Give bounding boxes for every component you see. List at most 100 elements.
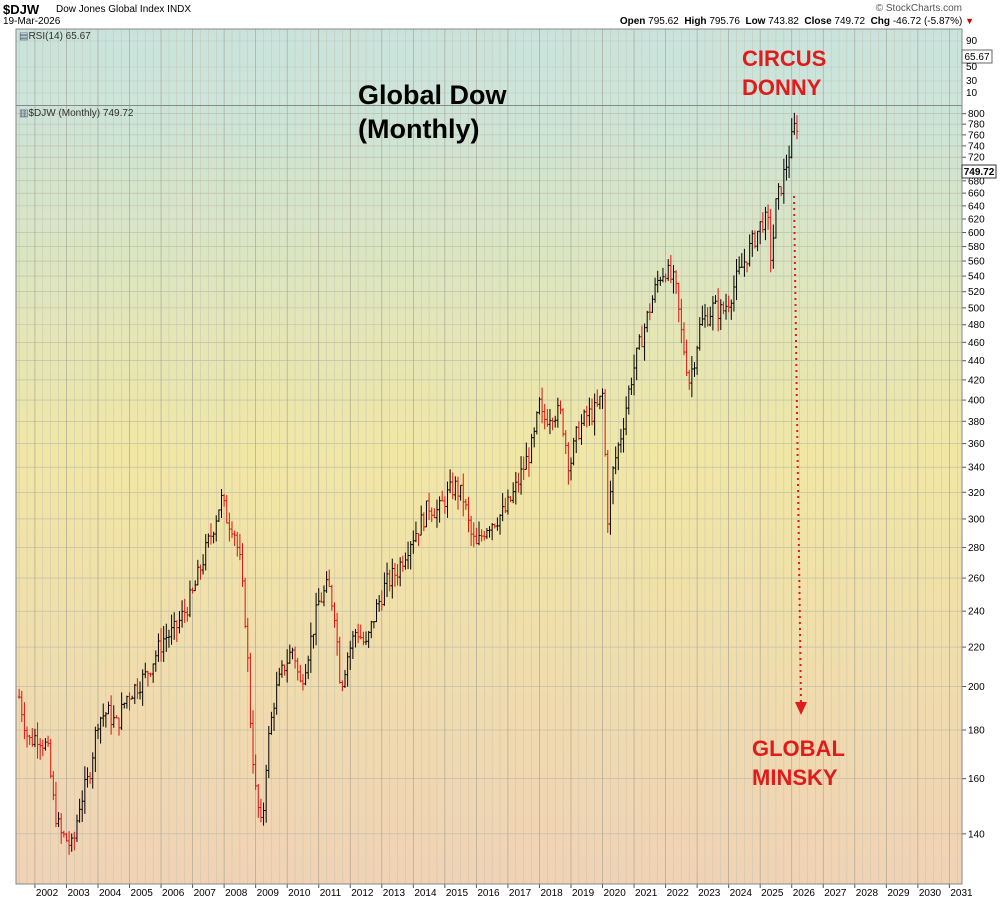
dotted-arrow	[793, 195, 807, 715]
y-tick-label: 300	[968, 514, 985, 525]
y-tick-label: 160	[968, 774, 985, 785]
y-tick-label: 340	[968, 463, 985, 474]
y-tick-label: 480	[968, 320, 985, 331]
title-line-1: Global Dow	[358, 80, 507, 110]
rsi-label-text: RSI(14) 65.67	[28, 31, 91, 42]
y-tick-label: 460	[968, 338, 985, 349]
rsi-value-tag: 65.67	[961, 49, 993, 64]
x-tick-label: 2010	[288, 888, 311, 899]
x-tick-label: 2022	[667, 888, 690, 899]
x-tick-label: 2018	[540, 888, 563, 899]
x-tick-label: 2004	[99, 888, 122, 899]
y-tick-label: 280	[968, 543, 985, 554]
y-tick-label: 640	[968, 201, 985, 212]
chart-date: 19-Mar-2026	[3, 16, 61, 27]
x-tick-label: 2003	[67, 888, 90, 899]
y-tick-label: 800	[968, 109, 985, 120]
low-label: Low	[745, 16, 766, 27]
arrow-shaft	[793, 195, 802, 703]
x-tick-label: 2005	[131, 888, 154, 899]
ohlc-readout: Open 795.62 High 795.76 Low 743.82 Close…	[620, 16, 974, 27]
y-tick-label: 240	[968, 607, 985, 618]
x-tick-label: 2011	[320, 888, 342, 899]
grid-lines	[16, 29, 962, 884]
annotation-top-line-2: DONNY	[742, 75, 822, 100]
x-tick-label: 2009	[257, 888, 280, 899]
open-label: Open	[619, 16, 646, 27]
rsi-tick: 10	[966, 88, 978, 99]
price-candles	[17, 112, 799, 855]
high-value: 795.76	[709, 16, 740, 27]
x-tick-label: 2023	[698, 888, 721, 899]
y-tick-label: 560	[968, 257, 985, 268]
annotation-bottom-line-2: MINSKY	[752, 765, 838, 790]
y-tick-label: 200	[968, 682, 985, 693]
rsi-tick: 90	[966, 36, 978, 47]
x-tick-label: 2013	[383, 888, 406, 899]
x-tick-label: 2015	[446, 888, 469, 899]
rsi-tick: 50	[966, 62, 978, 73]
y-tick-label: 420	[968, 375, 985, 386]
rsi-icon: ▤	[19, 31, 29, 42]
y-tick-label: 260	[968, 574, 985, 585]
chart-title: Global Dow (Monthly)	[358, 78, 507, 146]
x-tick-label: 2030	[919, 888, 942, 899]
x-tick-label: 2029	[887, 888, 910, 899]
y-tick-label: 580	[968, 242, 985, 253]
low-value: 743.82	[768, 16, 799, 27]
y-tick-label: 620	[968, 214, 985, 225]
x-tick-label: 2006	[162, 888, 185, 899]
y-tick-label: 360	[968, 439, 985, 450]
chart-header: $DJW Dow Jones Global Index INDX 19-Mar-…	[0, 0, 1000, 28]
rsi-tick: 30	[966, 76, 978, 87]
high-label: High	[684, 16, 707, 27]
index-name: Dow Jones Global Index INDX	[56, 4, 192, 15]
y-tick-label: 600	[968, 228, 985, 239]
y-tick-label: 760	[968, 130, 985, 141]
candle-icon: ▥	[19, 108, 29, 119]
chg-value: -46.72 (-5.87%)	[892, 16, 963, 27]
x-tick-label: 2031	[950, 888, 973, 899]
y-tick-label: 740	[968, 141, 985, 152]
x-axis: 2002 2003 2004 2005 2006 2007 2008 2009 2010 2011…	[34, 884, 973, 899]
x-tick-label: 2002	[36, 888, 59, 899]
annotation-top-line-1: CIRCUS	[742, 46, 827, 71]
y-tick-label: 780	[968, 120, 985, 131]
annotation-bottom-line-1: GLOBAL	[752, 736, 845, 761]
annotation-bottom: GLOBAL MINSKY	[752, 734, 845, 792]
x-tick-label: 2028	[856, 888, 879, 899]
price-panel-label: ▥$DJW (Monthly) 749.72	[19, 108, 134, 119]
plot-frame	[15, 28, 963, 885]
y-tick-label: 400	[968, 396, 985, 407]
y-tick-label: 520	[968, 287, 985, 298]
close-value: 749.72	[834, 16, 866, 27]
y-tick-label: 180	[968, 726, 985, 737]
y-tick-label: 440	[968, 356, 985, 367]
x-tick-label: 2007	[194, 888, 217, 899]
y-tick-label: 220	[968, 643, 985, 654]
x-tick-label: 2014	[414, 888, 437, 899]
y-axis: 140 160 180 200 220 240 260 280 300 320 340 360 380 4…	[962, 109, 985, 840]
y-tick-label: 720	[968, 153, 985, 164]
x-tick-label: 2027	[824, 888, 847, 899]
y-tick-label: 660	[968, 189, 985, 200]
price-panel-background	[16, 106, 962, 884]
x-tick-label: 2016	[477, 888, 500, 899]
rsi-panel-label: ▤RSI(14) 65.67	[19, 31, 91, 42]
symbol: $DJW	[3, 2, 40, 17]
chg-label: Chg	[870, 16, 891, 27]
price-tag-text: 749.72	[964, 167, 995, 178]
open-value: 795.62	[648, 16, 679, 27]
down-arrow-icon: ▼	[965, 16, 974, 26]
price-value-tag: 749.72	[961, 164, 997, 179]
x-tick-label: 2019	[572, 888, 595, 899]
rsi-ticks: 90 50 30 10	[966, 36, 978, 99]
annotation-top: CIRCUS DONNY	[742, 44, 826, 102]
x-tick-label: 2025	[761, 888, 784, 899]
y-tick-label: 540	[968, 272, 985, 283]
x-tick-label: 2020	[604, 888, 627, 899]
y-tick-label: 500	[968, 303, 985, 314]
y-tick-label: 140	[968, 829, 985, 840]
title-line-2: (Monthly)	[358, 114, 480, 144]
